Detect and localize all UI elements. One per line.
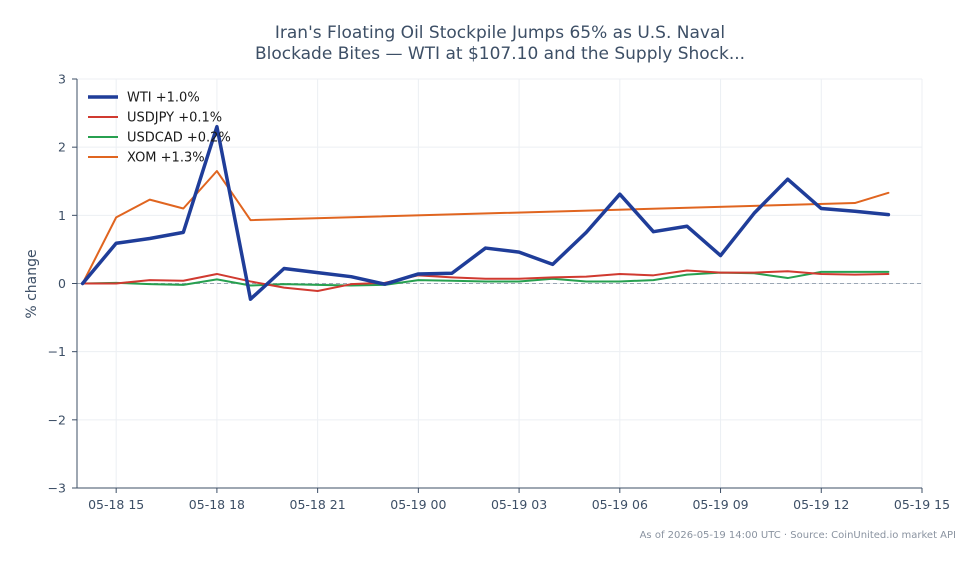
y-tick-label-3: 0 — [58, 276, 66, 291]
x-tick-label-1: 05-18 18 — [189, 497, 245, 512]
x-tick-label-6: 05-19 09 — [692, 497, 748, 512]
y-tick-label-6: −3 — [48, 481, 66, 496]
y-tick-label-5: −2 — [48, 412, 66, 427]
series-lines — [80, 124, 891, 301]
x-tick-label-3: 05-19 00 — [390, 497, 446, 512]
chart-title-line-2: Blockade Bites — WTI at $107.10 and the … — [255, 44, 745, 64]
legend-label-1: USDJPY +0.1% — [127, 111, 222, 126]
series-line-0 — [80, 124, 891, 301]
x-tick-label-0: 05-18 15 — [88, 497, 144, 512]
chart-title-line-1: Iran's Floating Oil Stockpile Jumps 65% … — [275, 23, 725, 43]
legend: WTI +1.0% USDJPY +0.1% USDCAD +0.2% XOM +1.… — [88, 91, 231, 166]
x-tick-label-2: 05-18 21 — [290, 497, 346, 512]
x-tick-label-4: 05-19 03 — [491, 497, 547, 512]
series-line-3 — [81, 170, 890, 285]
series-line-1 — [81, 269, 890, 292]
x-tick-label-5: 05-19 06 — [592, 497, 648, 512]
x-axis-ticks: 05-18 15 05-18 18 05-18 21 05-19 00 05-19 03… — [88, 488, 950, 512]
x-tick-label-8: 05-19 15 — [894, 497, 950, 512]
x-tick-label-7: 05-19 12 — [793, 497, 849, 512]
legend-label-0: WTI +1.0% — [127, 91, 200, 106]
y-axis-label: % change — [24, 249, 40, 318]
y-tick-label-1: 2 — [58, 140, 66, 155]
legend-label-2: USDCAD +0.2% — [127, 131, 231, 146]
y-tick-label-4: −1 — [48, 344, 66, 359]
source-footer: As of 2026-05-19 14:00 UTC · Source: Coi… — [640, 530, 956, 541]
y-tick-label-0: 3 — [58, 72, 66, 87]
y-axis-ticks: 3 2 1 0 −1 −2 −3 — [48, 72, 77, 496]
y-tick-label-2: 1 — [58, 208, 66, 223]
legend-label-3: XOM +1.3% — [127, 151, 205, 166]
